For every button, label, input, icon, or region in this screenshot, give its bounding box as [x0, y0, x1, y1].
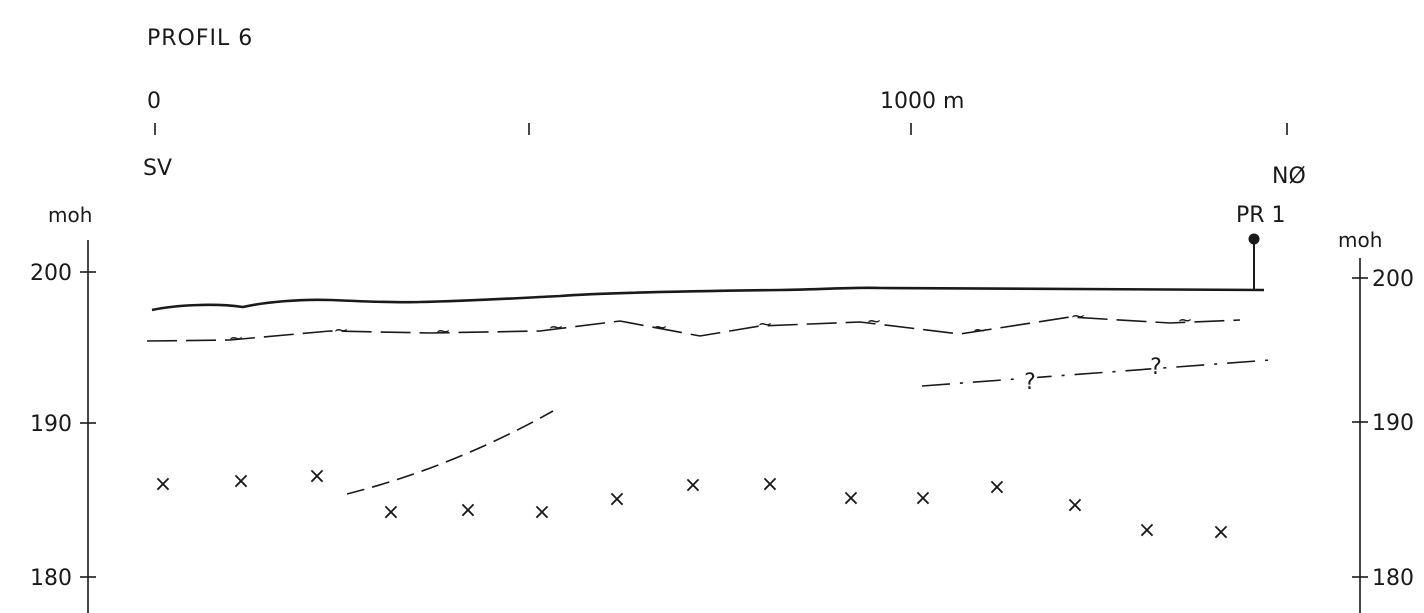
left-tick-label-190: 190 [30, 412, 72, 437]
bedrock-marker: × [308, 464, 326, 489]
left-tick-label-180: 180 [30, 566, 72, 591]
direction-sv: SV [143, 156, 172, 181]
tilde-marker: ~ [972, 320, 987, 341]
bedrock-marker: × [842, 486, 860, 511]
uncertain-marker-2: ? [1150, 355, 1162, 380]
tilde-marker: ~ [1070, 306, 1085, 327]
left-axis-unit: moh [48, 203, 92, 227]
bedrock-marker: × [914, 486, 932, 511]
scale-start-label: 0 [147, 89, 161, 114]
tilde-marker: ~ [435, 321, 450, 342]
right-tick-label-190: 190 [1372, 411, 1414, 436]
profile-title: PROFIL 6 [147, 26, 253, 51]
tilde-marker: ~ [548, 317, 563, 338]
bedrock-marker: × [533, 500, 551, 525]
bedrock-marker: × [684, 473, 702, 498]
bedrock-marker: × [154, 472, 172, 497]
bedrock-marker: × [382, 500, 400, 525]
layer-boundary-upper [146, 316, 1241, 342]
bedrock-marker: × [1138, 518, 1156, 543]
bedrock-markers: × × × × × × × × × × × × × × × [154, 464, 1230, 545]
tilde-markers: ~ ~ ~ ~ ~ ~ ~ ~ ~ ~ [228, 306, 1192, 349]
right-tick-label-180: 180 [1372, 566, 1414, 591]
tilde-marker: ~ [757, 314, 772, 335]
sediment-boundary-curve [346, 410, 554, 495]
tilde-marker: ~ [652, 317, 667, 338]
left-tick-label-200: 200 [30, 261, 72, 286]
bedrock-marker: × [608, 487, 626, 512]
right-axis-unit: moh [1338, 228, 1382, 252]
terrain-surface-line [151, 286, 1265, 312]
tilde-marker: ~ [228, 328, 243, 349]
bedrock-marker: × [988, 475, 1006, 500]
direction-no: NØ [1272, 164, 1306, 189]
well-label: PR 1 [1236, 203, 1286, 228]
bedrock-marker: × [761, 472, 779, 497]
tilde-marker: ~ [1177, 310, 1192, 331]
bedrock-marker: × [232, 469, 250, 494]
tilde-marker: ~ [866, 311, 881, 332]
bedrock-marker: × [1066, 493, 1084, 518]
uncertain-marker-1: ? [1024, 370, 1036, 395]
right-tick-label-200: 200 [1372, 267, 1414, 292]
layer-boundary-uncertain [921, 359, 1271, 387]
bedrock-marker: × [1212, 520, 1230, 545]
tilde-marker: ~ [333, 320, 348, 341]
scale-1000m-label: 1000 m [880, 89, 964, 114]
bedrock-marker: × [459, 498, 477, 523]
